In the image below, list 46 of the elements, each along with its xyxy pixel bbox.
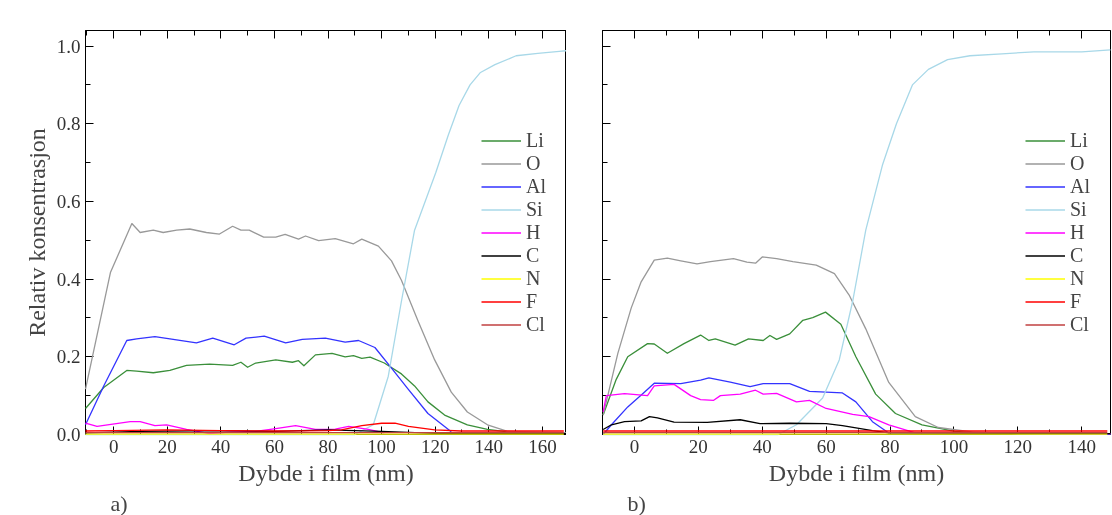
legend-label: F bbox=[1070, 289, 1083, 313]
x-tick-label: 60 bbox=[816, 435, 836, 457]
legend-label: O bbox=[1070, 151, 1086, 175]
x-tick-label: 160 bbox=[528, 435, 557, 457]
y-tick-label: 0.4 bbox=[56, 268, 81, 290]
x-tick-label: 100 bbox=[367, 435, 396, 457]
legend-label: C bbox=[526, 243, 541, 267]
legend-label: Si bbox=[1070, 197, 1088, 221]
legend-label: Li bbox=[1070, 128, 1089, 152]
x-tick-label: 40 bbox=[211, 435, 231, 457]
x-axis-title: Dybde i film (nm) bbox=[238, 459, 414, 486]
text: b) bbox=[627, 490, 646, 515]
legend-label: C bbox=[1070, 243, 1085, 267]
legend-label: O bbox=[526, 151, 542, 175]
x-tick-label: 80 bbox=[880, 435, 900, 457]
legend-label: Cl bbox=[1070, 312, 1090, 336]
x-tick-label: 80 bbox=[318, 435, 338, 457]
legend-label: N bbox=[526, 266, 542, 290]
y-axis-title: Relativ konsentrasjon bbox=[23, 128, 50, 337]
x-tick-label: 120 bbox=[1003, 435, 1033, 457]
text: a) bbox=[110, 490, 128, 515]
legend-label: H bbox=[526, 220, 542, 244]
legend-label: N bbox=[1070, 266, 1086, 290]
x-tick-label: 60 bbox=[264, 435, 284, 457]
x-tick-label: 40 bbox=[752, 435, 772, 457]
y-tick-label: 0.6 bbox=[56, 190, 81, 212]
legend-label: Al bbox=[1070, 174, 1090, 198]
legend-label: Si bbox=[526, 197, 544, 221]
x-tick-label: 140 bbox=[474, 435, 504, 457]
x-tick-label: 100 bbox=[939, 435, 969, 457]
x-tick-label: 140 bbox=[1067, 435, 1096, 457]
legend-label: Al bbox=[526, 174, 546, 198]
y-tick-label: 0.0 bbox=[56, 424, 81, 445]
legend-label: H bbox=[1070, 220, 1086, 244]
y-tick-label: 0.8 bbox=[56, 113, 81, 135]
x-tick-label: 20 bbox=[688, 435, 708, 457]
x-tick-label: 20 bbox=[157, 435, 177, 457]
legend-label: F bbox=[526, 289, 539, 313]
x-tick-label: 0 bbox=[629, 435, 640, 457]
y-tick-label: 0.2 bbox=[56, 346, 81, 368]
legend-label: Cl bbox=[526, 312, 546, 336]
x-tick-label: 0 bbox=[108, 435, 119, 457]
y-tick-label: 1.0 bbox=[56, 35, 81, 57]
x-axis-title: Dybde i film (nm) bbox=[768, 459, 945, 486]
x-tick-label: 120 bbox=[420, 435, 450, 457]
legend-label: Li bbox=[526, 128, 545, 152]
